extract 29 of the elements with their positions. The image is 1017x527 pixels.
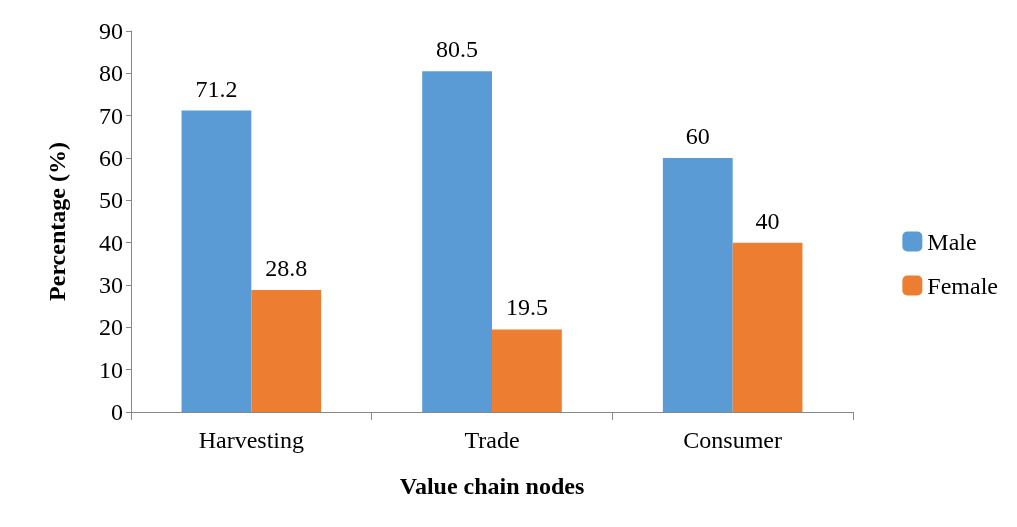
data-label: 28.8 <box>265 255 308 282</box>
y-tick-label: 10 <box>99 356 123 383</box>
y-tick-label: 80 <box>99 60 123 87</box>
x-tick-label: Trade <box>464 427 520 453</box>
x-axis-title: Value chain nodes <box>399 473 585 499</box>
data-label: 71.2 <box>195 75 238 102</box>
bar <box>732 242 803 412</box>
bar <box>662 158 733 412</box>
bar <box>251 290 322 412</box>
y-axis-title: Percentage (%) <box>44 142 70 301</box>
data-label: 60 <box>685 123 710 149</box>
x-tick-label: Consumer <box>683 427 782 453</box>
bar <box>422 71 492 412</box>
x-tick-label: Harvesting <box>198 427 304 453</box>
y-tick-label: 60 <box>99 145 123 171</box>
legend-label: Female <box>927 272 998 299</box>
bar <box>181 110 252 412</box>
y-tick-label: 70 <box>99 102 123 129</box>
y-tick-label: 40 <box>99 229 123 256</box>
y-tick-label: 20 <box>99 314 123 341</box>
y-tick-label: 30 <box>99 272 123 298</box>
legend-label: Male <box>927 228 977 255</box>
data-label: 80.5 <box>436 36 479 63</box>
y-tick-label: 50 <box>99 187 123 214</box>
data-label: 40 <box>755 207 780 234</box>
bar <box>492 329 562 412</box>
y-tick-label: 0 <box>111 399 123 425</box>
y-tick-label: 90 <box>99 18 123 44</box>
data-label: 19.5 <box>505 294 548 321</box>
